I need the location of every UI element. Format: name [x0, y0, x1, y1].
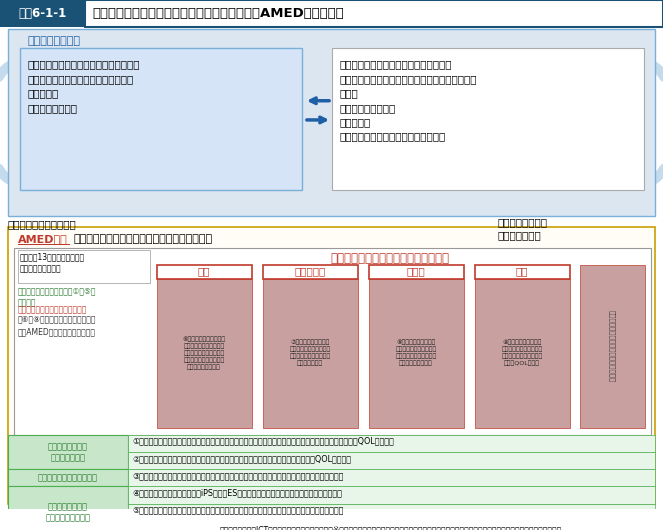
FancyBboxPatch shape: [8, 487, 128, 530]
FancyBboxPatch shape: [85, 0, 663, 27]
FancyBboxPatch shape: [18, 244, 70, 245]
Text: 世界最先端医療の
実現に向けた取組み: 世界最先端医療の 実現に向けた取組み: [46, 502, 91, 523]
FancyBboxPatch shape: [128, 521, 655, 530]
FancyBboxPatch shape: [20, 48, 302, 190]
Text: 医療分野の研究における厚生労働科学研究及びAMED研究の関係: 医療分野の研究における厚生労働科学研究及びAMED研究の関係: [92, 7, 343, 20]
Text: 新たな技術開発のニーズ: 新たな技術開発のニーズ: [8, 219, 77, 229]
FancyBboxPatch shape: [0, 0, 85, 27]
FancyBboxPatch shape: [369, 265, 464, 279]
Text: ⑧新興・再興感染症制
御プロジェクト感染症診
断・ワクチン開発を通じ
た感染症対策の推進: ⑧新興・再興感染症制 御プロジェクト感染症診 断・ワクチン開発を通じ た感染症対…: [395, 340, 437, 366]
FancyBboxPatch shape: [128, 469, 655, 487]
FancyBboxPatch shape: [8, 227, 655, 503]
Text: ④再生医療実現プロジェクト（iPS細胞・ES細胞等の利活用促進を通じた疾患対応への貢献）: ④再生医療実現プロジェクト（iPS細胞・ES細胞等の利活用促進を通じた疾患対応へ…: [132, 489, 342, 498]
FancyBboxPatch shape: [369, 279, 464, 428]
FancyBboxPatch shape: [128, 435, 655, 452]
FancyBboxPatch shape: [475, 265, 570, 279]
Text: 臨床研究・治験への取組み: 臨床研究・治験への取組み: [38, 473, 98, 482]
FancyBboxPatch shape: [14, 248, 651, 435]
Text: 医薬品・医療機器
開発への取組み: 医薬品・医療機器 開発への取組み: [48, 442, 88, 462]
FancyBboxPatch shape: [18, 251, 150, 283]
Text: ①オールジャパンでの医薬品創出プロジェクト（革新的医薬品・希少疾病用医薬品などの開発促進によるQOLの向上）: ①オールジャパンでの医薬品創出プロジェクト（革新的医薬品・希少疾病用医薬品などの…: [132, 437, 394, 446]
FancyBboxPatch shape: [157, 279, 252, 428]
Text: イ．各種政策の推進、評価に関する研究
・保健・医療・福祉・介護サービスの提供体制の
　整備
・国民への普及啓発
・人材育成
・政策・技術の評価（費用対効果等）: イ．各種政策の推進、評価に関する研究 ・保健・医療・福祉・介護サービスの提供体制…: [340, 59, 477, 142]
Text: ⑤疾病克服に向けたゲノム医療実現プロジェクト（個人の特性を考慮したきめ細かい医療の実現）: ⑤疾病克服に向けたゲノム医療実現プロジェクト（個人の特性を考慮したきめ細かい医療…: [132, 506, 343, 515]
FancyBboxPatch shape: [263, 279, 358, 428]
Text: 技術開発の成果を
各種政策へ反映: 技術開発の成果を 各種政策へ反映: [498, 217, 548, 240]
Text: ③革新的医療技術創出拠点プロジェクト（基礎と臨床の連携強化による医薬品開発等の体制整備）: ③革新的医療技術創出拠点プロジェクト（基礎と臨床の連携強化による医薬品開発等の体…: [132, 471, 343, 480]
Text: 図表6-1-1: 図表6-1-1: [19, 7, 67, 20]
FancyBboxPatch shape: [580, 265, 645, 428]
Text: 【疾患領域対応型統合プロジェクト】: 【疾患領域対応型統合プロジェクト】: [330, 252, 450, 266]
FancyBboxPatch shape: [475, 279, 570, 428]
Text: 疾患領域対応型統合プロジェクト: 疾患領域対応型統合プロジェクト: [18, 305, 88, 314]
Text: ウ．各種政策に関係する技術開発に関する研究: ウ．各種政策に関係する技術開発に関する研究: [74, 234, 213, 244]
Text: 【横断型事業】（ICT関連研究基盤情報・研究開発（※）、革新的先端研究開発、産学官連携による研究開発・研究基盤整備、生物資源等の整備、国際展開　他）: 【横断型事業】（ICT関連研究基盤情報・研究開発（※）、革新的先端研究開発、産学…: [220, 525, 562, 530]
Text: （⑥～⑨）・事業を連携させて推進
し、AMED全事業で目的を達成。: （⑥～⑨）・事業を連携させて推進 し、AMED全事業で目的を達成。: [18, 315, 97, 336]
FancyBboxPatch shape: [8, 469, 128, 487]
FancyBboxPatch shape: [8, 435, 128, 469]
Text: ⑨難病・希少疾患克服
プロジェクト重篤的な診
断・治療法の開発の推進
によるQOLの向上: ⑨難病・希少疾患克服 プロジェクト重篤的な診 断・治療法の開発の推進 によるQO…: [501, 340, 542, 366]
FancyBboxPatch shape: [157, 265, 252, 279]
Text: 厚生労働科学研究: 厚生労働科学研究: [28, 37, 81, 47]
FancyBboxPatch shape: [8, 29, 655, 216]
Text: 脳とこころ: 脳とこころ: [294, 266, 326, 276]
FancyBboxPatch shape: [128, 487, 655, 504]
Text: AMED研究: AMED研究: [18, 234, 68, 244]
Text: 【疾患領域対応型統合プロジェクト】: 【疾患領域対応型統合プロジェクト】: [609, 310, 615, 383]
Text: ⑥ジャパン・キャンサー
リサーチ・プロジェクト
（免疫等）早期診断・新
たな治療法（免疫等）を
通じた生存率の向上: ⑥ジャパン・キャンサー リサーチ・プロジェクト （免疫等）早期診断・新 たな治療…: [182, 337, 225, 370]
Text: がん: がん: [198, 266, 210, 276]
Text: ア．各種政策立案、基準策定等のための
　基礎資料や科学的根拠を得るための
　調査研究
　（実態調査等）: ア．各種政策立案、基準策定等のための 基礎資料や科学的根拠を得るための 調査研究…: [28, 59, 141, 113]
Text: 難病: 難病: [516, 266, 528, 276]
Text: ②オールジャパンでの医療機器開発プロジェクト（医療・介護機器の開発促進によるQOLの向上）: ②オールジャパンでの医療機器開発プロジェクト（医療・介護機器の開発促進によるQO…: [132, 454, 351, 463]
Text: 出典：第13回健康・医療戦略
推進専門調査会資料: 出典：第13回健康・医療戦略 推進専門調査会資料: [20, 252, 85, 273]
Text: 感染症: 感染症: [406, 266, 426, 276]
Text: ⑦脳とこころの健康大
国実現プロジェクト精神
・神経疾患対策等による
健康寿命の拡大: ⑦脳とこころの健康大 国実現プロジェクト精神 ・神経疾患対策等による 健康寿命の…: [289, 340, 331, 366]
Text: 横断型統合プロジェクト（①～⑤）
・事業と: 横断型統合プロジェクト（①～⑤） ・事業と: [18, 286, 97, 307]
FancyBboxPatch shape: [332, 48, 644, 190]
FancyBboxPatch shape: [128, 452, 655, 469]
FancyBboxPatch shape: [128, 504, 655, 521]
FancyBboxPatch shape: [263, 265, 358, 279]
